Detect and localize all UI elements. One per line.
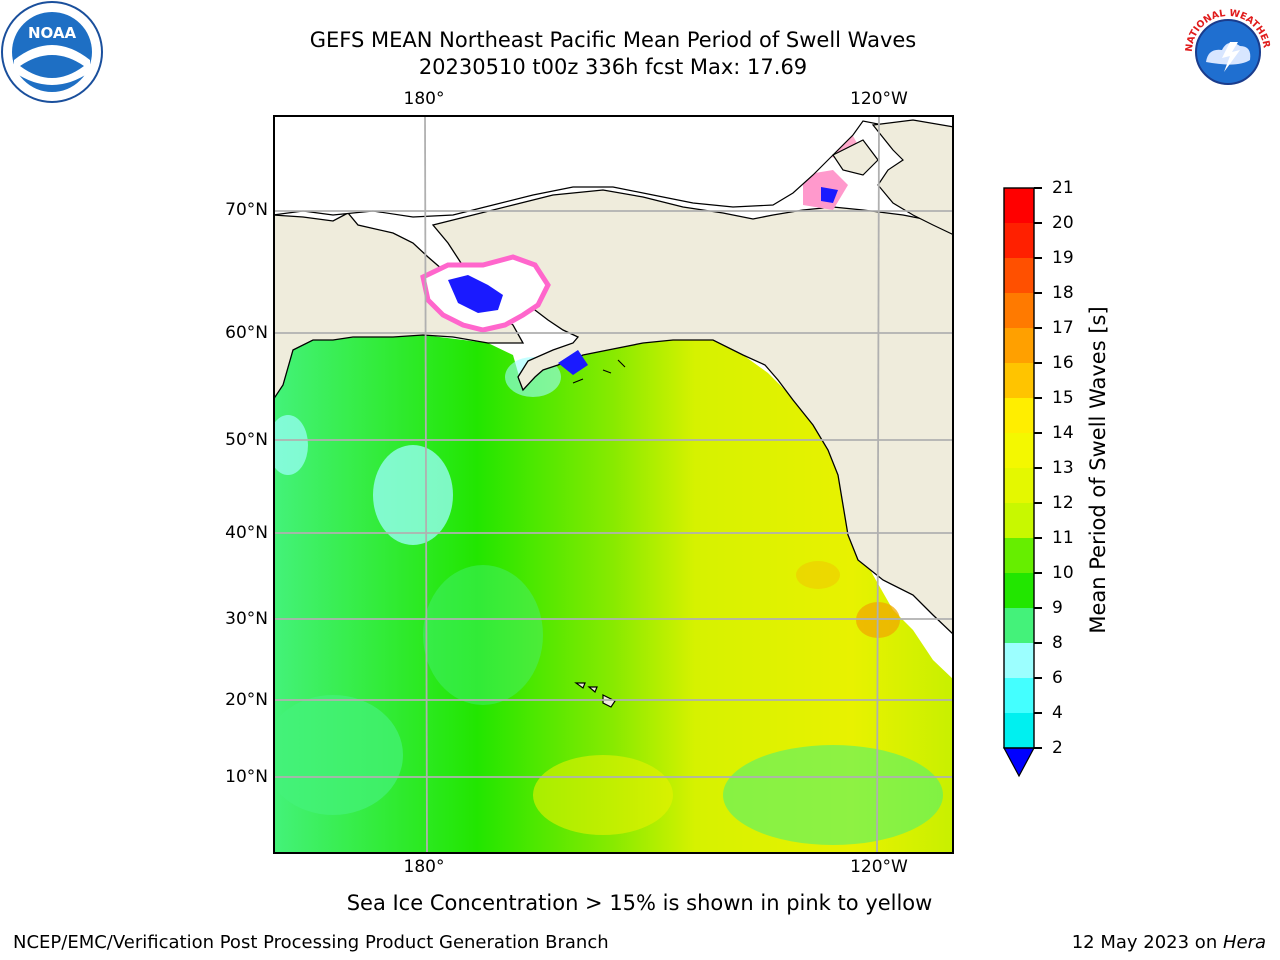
aleutian-islands [572,359,626,384]
colorbar-tick-label: 9 [1052,598,1063,618]
colorbar [1002,187,1036,778]
colorbar-tick-label: 15 [1052,388,1074,408]
lat-label: 70°N [225,200,268,220]
colorbar-tick-mark [1034,187,1042,189]
colorbar-band [1004,678,1034,713]
sea-ice-blue [558,350,588,375]
colorbar-band [1004,573,1034,608]
colorbar-tick-mark [1034,327,1042,329]
colorbar-tick-label: 20 [1052,213,1074,233]
ocean-lightgreen-patch [723,745,943,845]
nws-logo: NATIONAL WEATHER SERVICE [1178,2,1276,100]
map-gridlines [273,115,954,854]
colorbar-tick-mark [1034,537,1042,539]
colorbar-tick-mark [1034,467,1042,469]
lat-label: 60°N [225,323,268,343]
colorbar-band [1004,433,1034,468]
lat-label: 20°N [225,690,268,710]
colorbar-tick-label: 19 [1052,248,1074,268]
colorbar-band [1004,608,1034,643]
sea-ice-blue [448,275,503,313]
chart-subtitle: 20230510 t00z 336h fcst Max: 17.69 [418,55,808,79]
lon-label-bottom: 120°W [850,857,908,877]
colorbar-band [1004,398,1034,433]
colorbar-tick-label: 18 [1052,283,1074,303]
footer-left: NCEP/EMC/Verification Post Processing Pr… [13,932,609,953]
colorbar-band [1004,328,1034,363]
noaa-logo-text: NOAA [28,24,77,42]
land-alaska-canada [431,189,954,636]
lat-label: 50°N [225,430,268,450]
colorbar-band [1004,643,1034,678]
map-panel [273,115,954,854]
colorbar-tick-mark [1034,397,1042,399]
colorbar-tick-label: 8 [1052,633,1063,653]
land-arctic-islands [832,139,879,176]
colorbar-tick-label: 12 [1052,493,1074,513]
land-arctic-islands [871,119,954,236]
colorbar-tick-label: 6 [1052,668,1063,688]
lat-label: 30°N [225,609,268,629]
land-north [273,212,525,402]
colorbar-tick-mark [1034,642,1042,644]
colorbar-label: Mean Period of Swell Waves [s] [1086,306,1110,634]
colorbar-tick-mark [1034,222,1042,224]
lat-label: 10°N [225,767,268,787]
colorbar-band [1004,713,1034,748]
colorbar-tick-label: 16 [1052,353,1074,373]
ocean-orange-patch [796,561,840,589]
colorbar-extend-triangle [1002,747,1036,778]
colorbar-tick-mark [1034,677,1042,679]
colorbar-tick-label: 11 [1052,528,1074,548]
colorbar-tick-mark [1034,362,1042,364]
colorbar-tick-mark [1034,292,1042,294]
sea-ice-arctic [821,187,838,203]
colorbar-band [1004,223,1034,258]
colorbar-tick-mark [1034,712,1042,714]
colorbar-tick-mark [1034,572,1042,574]
colorbar-tick-mark [1034,502,1042,504]
lon-label-bottom: 180° [403,857,445,877]
colorbar-tick-mark [1034,257,1042,259]
colorbar-tick-mark [1034,432,1042,434]
lon-label-top: 180° [403,89,445,109]
chart-title: GEFS MEAN Northeast Pacific Mean Period … [309,28,917,52]
colorbar-tick-label: 17 [1052,318,1074,338]
colorbar-band [1004,258,1034,293]
ocean-yellow-patch [533,755,673,835]
ocean-lightgreen-patch [423,565,543,705]
map-frame [273,115,954,854]
colorbar-band [1004,468,1034,503]
colorbar-band [1004,503,1034,538]
ocean-lightgreen-patch [273,695,403,815]
colorbar-tick-mark [1034,747,1042,749]
colorbar-tick-label: 10 [1052,563,1074,583]
lat-label: 40°N [225,523,268,543]
sea-ice-note: Sea Ice Concentration > 15% is shown in … [346,891,933,915]
footer-host: Hera [1222,932,1266,953]
colorbar-band [1004,293,1034,328]
lon-label-top: 120°W [850,89,908,109]
colorbar-tick-label: 21 [1052,178,1074,198]
footer-date: 12 May 2023 on [1071,932,1223,953]
colorbar-band [1004,538,1034,573]
colorbar-tick-mark [1034,607,1042,609]
ocean-cyan-patch [273,415,308,475]
colorbar-tick-label: 13 [1052,458,1074,478]
colorbar-tick-label: 14 [1052,423,1074,443]
footer-right: 12 May 2023 on Hera [1072,932,1266,954]
colorbar-tick-label: 4 [1052,703,1063,723]
colorbar-band [1004,188,1034,223]
noaa-logo: NOAA [1,1,103,103]
colorbar-tick-label: 2 [1052,738,1063,758]
colorbar-band [1004,363,1034,398]
ocean-cyan-patch [373,445,453,545]
